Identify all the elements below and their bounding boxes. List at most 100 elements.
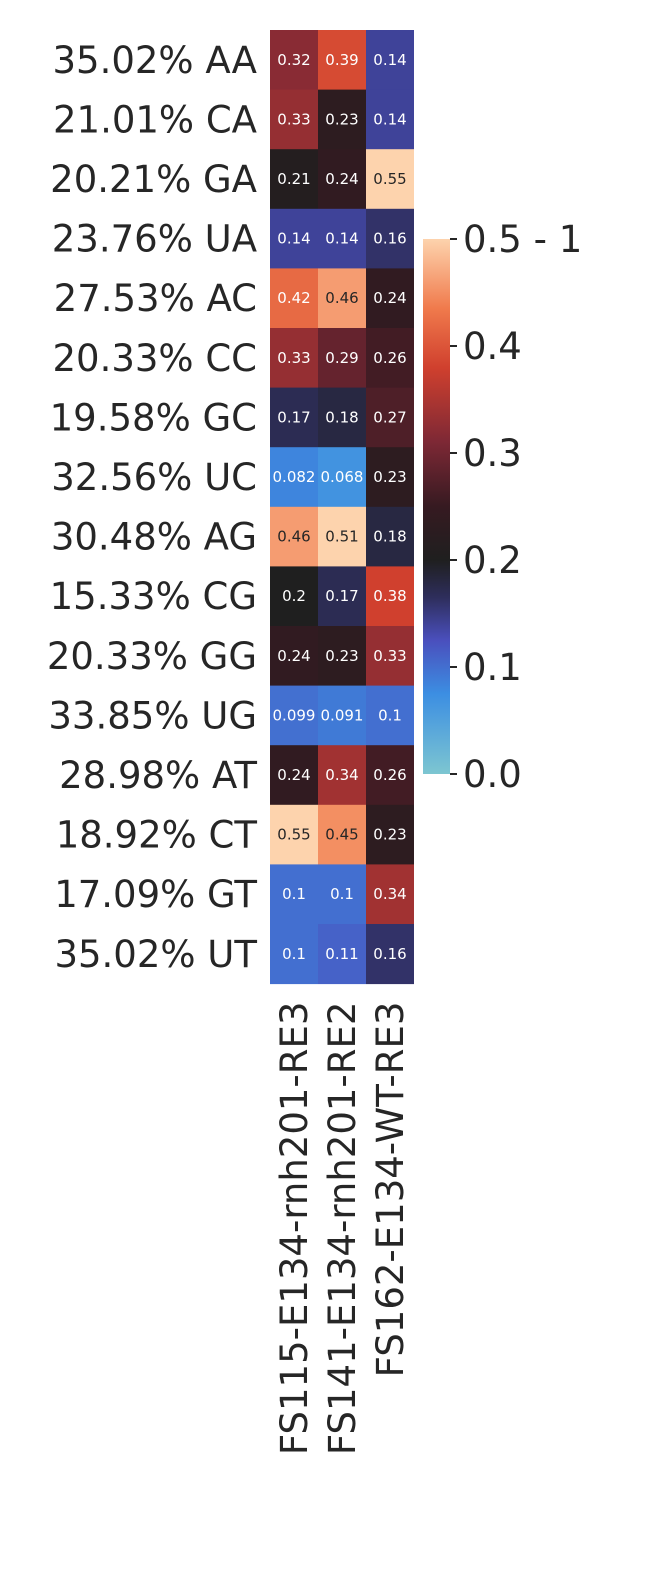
cell-value-label: 0.27 [373, 408, 406, 426]
heatmap-cell [270, 864, 318, 925]
heatmap-cell [366, 506, 414, 567]
cell-value-label: 0.55 [373, 170, 406, 188]
cell-value-label: 0.099 [273, 706, 316, 724]
colorbar-tick-label: 0.0 [463, 753, 522, 796]
column-labels: FS115-E134-rnh201-RE3 FS141-E134-rnh201-R… [273, 1002, 412, 1456]
heatmap-cell [270, 30, 318, 91]
row-label: 30.48% AG [51, 516, 257, 559]
row-label: 35.02% AA [53, 39, 258, 82]
heatmap-cell [318, 328, 366, 389]
cell-value-label: 0.23 [373, 468, 406, 486]
heatmap-cell [318, 149, 366, 210]
cell-value-label: 0.14 [373, 110, 406, 128]
row-label: 19.58% GC [50, 396, 257, 439]
colorbar-tick-label: 0.2 [463, 539, 522, 582]
heatmap-cell [366, 149, 414, 210]
cell-value-label: 0.34 [325, 766, 358, 784]
cell-value-label: 0.082 [273, 468, 316, 486]
cell-value-label: 0.24 [277, 647, 310, 665]
heatmap-cell [318, 924, 366, 985]
cell-value-label: 0.14 [277, 230, 310, 248]
cell-value-label: 0.24 [325, 170, 358, 188]
heatmap-cell [270, 447, 318, 508]
cell-value-label: 0.33 [373, 647, 406, 665]
cell-value-label: 0.1 [282, 945, 306, 963]
heatmap-cell [270, 566, 318, 627]
heatmap-cell [270, 924, 318, 985]
row-label: 27.53% AC [54, 277, 257, 320]
cell-value-label: 0.2 [282, 587, 306, 605]
row-label: 17.09% GT [54, 873, 257, 916]
heatmap-cell [366, 447, 414, 508]
heatmap-cell [366, 387, 414, 448]
cell-value-label: 0.11 [325, 945, 358, 963]
heatmap-cell [366, 685, 414, 746]
heatmap-cell [270, 268, 318, 329]
heatmap-cell [270, 626, 318, 687]
row-label: 20.33% GG [47, 635, 257, 678]
cell-value-label: 0.23 [325, 110, 358, 128]
cell-value-label: 0.46 [277, 528, 310, 546]
row-label: 33.85% UG [48, 694, 257, 737]
heatmap-cell [270, 328, 318, 389]
heatmap-cell [318, 506, 366, 567]
heatmap-cell [270, 506, 318, 567]
colorbar-gradient [423, 239, 450, 774]
cell-value-label: 0.16 [373, 945, 406, 963]
cell-value-label: 0.33 [277, 110, 310, 128]
column-label: FS141-E134-rnh201-RE2 [321, 1002, 364, 1456]
heatmap-cell [318, 447, 366, 508]
heatmap-cell [366, 864, 414, 925]
heatmap-cell [270, 149, 318, 210]
heatmap-cell [270, 387, 318, 448]
cell-value-label: 0.39 [325, 51, 358, 69]
heatmap-cell [270, 745, 318, 806]
heatmap-cell [270, 804, 318, 865]
heatmap-cell [318, 268, 366, 329]
colorbar-tick-label: 0.5 - 1 [463, 218, 582, 261]
heatmap-cell [270, 208, 318, 269]
cell-value-label: 0.29 [325, 349, 358, 367]
cell-value-label: 0.32 [277, 51, 310, 69]
heatmap-cells: 0.32 0.39 0.14 0.33 0.23 0.14 0.21 0.24 0.55 0.14… [270, 30, 414, 985]
heatmap-cell [318, 208, 366, 269]
heatmap-cell [366, 566, 414, 627]
row-label: 32.56% UC [51, 456, 257, 499]
row-label: 23.76% UA [52, 218, 257, 261]
heatmap-cell [366, 208, 414, 269]
cell-value-label: 0.14 [373, 51, 406, 69]
heatmap-cell [366, 328, 414, 389]
heatmap-cell [366, 804, 414, 865]
cell-value-label: 0.55 [277, 826, 310, 844]
heatmap-cell [366, 745, 414, 806]
heatmap-cell [366, 89, 414, 150]
heatmap-cell [318, 387, 366, 448]
row-label: 21.01% CA [53, 98, 257, 141]
cell-value-label: 0.1 [282, 885, 306, 903]
cell-value-label: 0.46 [325, 289, 358, 307]
heatmap-cell [318, 89, 366, 150]
cell-value-label: 0.42 [277, 289, 310, 307]
cell-value-label: 0.38 [373, 587, 406, 605]
heatmap-cell [366, 30, 414, 91]
column-label: FS162-E134-WT-RE3 [369, 1002, 412, 1378]
heatmap-cell [318, 804, 366, 865]
heatmap-cell [366, 626, 414, 687]
heatmap-cell [318, 626, 366, 687]
cell-value-label: 0.24 [277, 766, 310, 784]
column-label: FS115-E134-rnh201-RE3 [273, 1002, 316, 1456]
cell-value-label: 0.51 [325, 528, 358, 546]
cell-value-label: 0.26 [373, 349, 406, 367]
colorbar-tick-label: 0.3 [463, 432, 522, 475]
cell-value-label: 0.18 [325, 408, 358, 426]
cell-value-label: 0.17 [325, 587, 358, 605]
row-label: 28.98% AT [59, 754, 257, 797]
heatmap-cell [270, 685, 318, 746]
row-label: 20.21% GA [50, 158, 257, 201]
cell-value-label: 0.1 [330, 885, 354, 903]
colorbar: 0.0 0.1 0.2 0.3 0.4 0.5 - 1 [423, 218, 582, 796]
cell-value-label: 0.091 [321, 706, 364, 724]
heatmap-cell [318, 566, 366, 627]
heatmap-cell [270, 89, 318, 150]
